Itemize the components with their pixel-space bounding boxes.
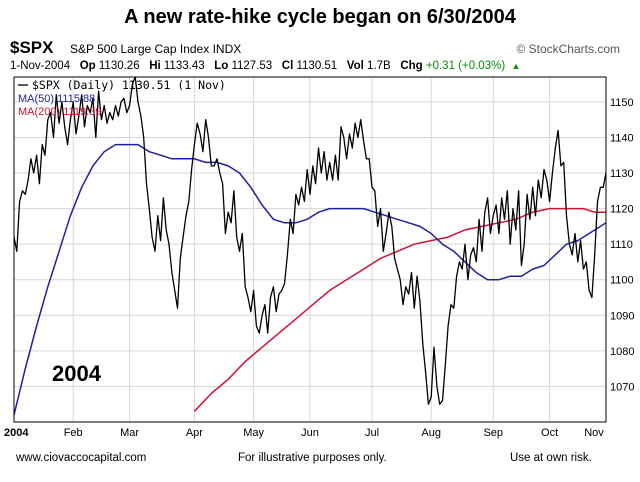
y-tick-label: 1120 — [610, 204, 634, 216]
footer-website: www.ciovaccocapital.com — [16, 452, 147, 464]
exchange-label: INDX — [212, 42, 242, 56]
series-line-price — [13, 76, 607, 405]
plot-frame — [13, 76, 607, 423]
close-value: 1130.51 — [296, 60, 338, 72]
open-value: 1130.26 — [98, 60, 140, 72]
chart-grid — [14, 77, 607, 422]
y-tick-label: 1090 — [610, 310, 634, 322]
x-tick-label: Feb — [64, 427, 83, 439]
x-tick-label: May — [243, 427, 264, 439]
chart-legend: $SPX (Daily) 1130.51 (1 Nov) MA(50) 1115… — [18, 78, 226, 118]
x-tick-label: Sep — [483, 427, 503, 439]
x-tick-label: 2004 — [4, 427, 29, 439]
y-tick-label: 1130 — [610, 168, 634, 180]
y-tick-label: 1070 — [610, 381, 634, 393]
year-annotation: 2004 — [52, 361, 102, 386]
legend-price: $SPX (Daily) 1130.51 (1 Nov) — [32, 78, 226, 92]
x-tick-label: Apr — [186, 427, 203, 439]
x-tick-label: Nov — [584, 427, 604, 439]
footer-risk: Use at own risk. — [510, 452, 592, 464]
y-tick-label: 1110 — [610, 239, 633, 251]
legend-ma50: MA(50) 1115.88 — [18, 93, 95, 105]
index-name: S&P 500 Large Cap Index — [70, 42, 210, 56]
page-title: A new rate-hike cycle began on 6/30/2004 — [124, 6, 516, 28]
chart-series — [13, 76, 607, 416]
change-label: Chg — [400, 60, 423, 72]
legend-ma200: MA(200) 1119.39 — [18, 106, 101, 118]
x-tick-label: Jul — [365, 427, 379, 439]
quote-date: 1-Nov-2004 — [10, 60, 71, 72]
low-value: 1127.53 — [231, 60, 273, 72]
low-label: Lo — [214, 60, 229, 72]
series-line-ma50 — [13, 143, 607, 416]
open-label: Op — [79, 60, 96, 72]
x-tick-label: Aug — [421, 427, 441, 439]
volume-value: 1.7B — [367, 60, 391, 72]
y-axis-labels: 1070 1080 1090 1100 1110 1120 1130 1140 1150 — [610, 97, 634, 394]
x-tick-label: Jun — [301, 427, 319, 439]
ticker-symbol: $SPX — [10, 38, 54, 57]
close-label: Cl — [281, 60, 294, 72]
quote-bar: 1-Nov-2004 Op 1130.26 Hi 1133.43 Lo 1127… — [10, 60, 520, 72]
high-value: 1133.43 — [163, 60, 205, 72]
volume-label: Vol — [346, 60, 364, 72]
series-line-ma200 — [193, 207, 606, 412]
x-tick-label: Oct — [541, 427, 558, 439]
ticker-description: S&P 500 Large Cap Index INDX — [70, 42, 241, 56]
up-arrow-icon: ▲ — [511, 61, 521, 71]
footer-disclaimer: For illustrative purposes only. — [238, 452, 387, 464]
x-axis-labels: 2004 Feb Mar Apr May Jun Jul Aug Sep Oct Nov — [4, 427, 604, 439]
y-tick-label: 1100 — [610, 275, 634, 287]
stockcharts-brand: © StockCharts.com — [516, 42, 620, 56]
x-tick-label: Mar — [120, 427, 139, 439]
y-tick-label: 1140 — [610, 132, 634, 144]
high-label: Hi — [149, 60, 161, 72]
y-tick-label: 1150 — [610, 97, 634, 109]
y-tick-label: 1080 — [610, 346, 634, 358]
change-value: +0.31 (+0.03%) — [425, 60, 506, 72]
